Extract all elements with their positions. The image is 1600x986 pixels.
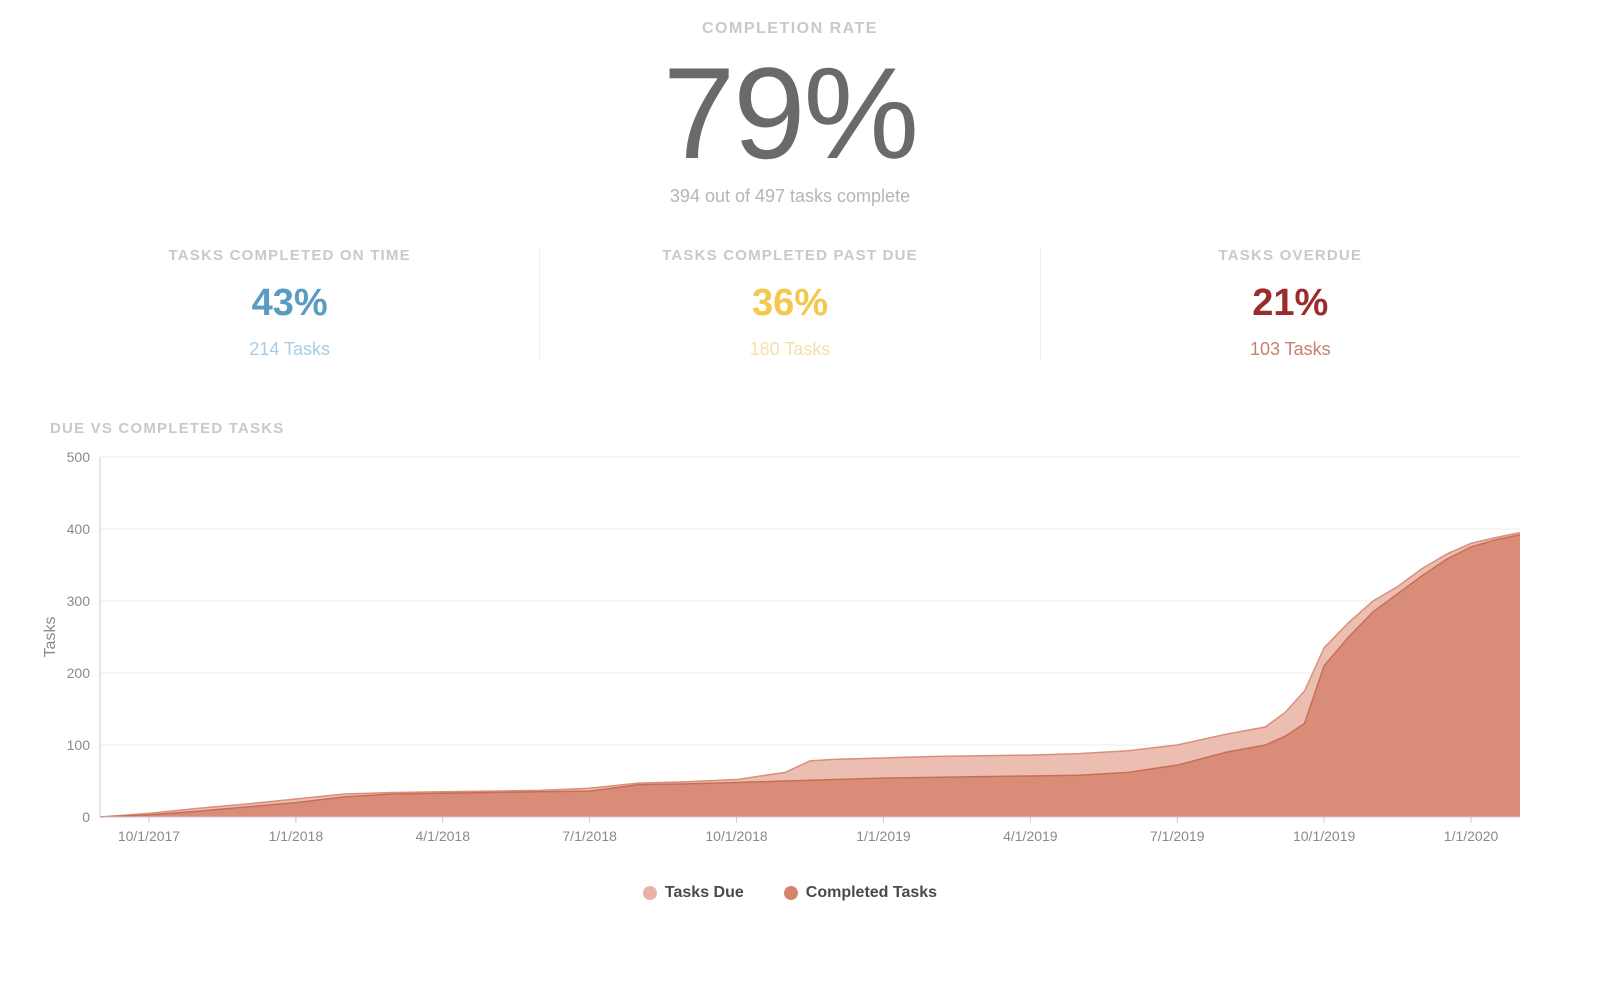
completion-rate-subtitle: 394 out of 497 tasks complete <box>40 186 1540 207</box>
stat-percent: 21% <box>1071 282 1510 325</box>
legend-item-completed: Completed Tasks <box>784 884 937 902</box>
svg-text:1/1/2019: 1/1/2019 <box>856 828 911 844</box>
svg-text:7/1/2018: 7/1/2018 <box>562 828 617 844</box>
legend-label: Tasks Due <box>665 884 744 902</box>
stat-percent: 36% <box>570 282 1009 325</box>
area-chart-svg: 0 100 200 300 400 500 Tasks 10/1/2017 1/1/2018 4/… <box>40 447 1540 867</box>
legend-label: Completed Tasks <box>806 884 937 902</box>
completion-rate-header: COMPLETION RATE 79% 394 out of 497 tasks… <box>40 20 1540 207</box>
svg-text:100: 100 <box>67 737 91 753</box>
stat-count: 103 Tasks <box>1071 339 1510 360</box>
svg-text:4/1/2018: 4/1/2018 <box>416 828 471 844</box>
stat-label: TASKS COMPLETED PAST DUE <box>570 247 1009 264</box>
svg-text:1/1/2020: 1/1/2020 <box>1444 828 1499 844</box>
chart-title: DUE VS COMPLETED TASKS <box>50 420 1540 437</box>
svg-text:500: 500 <box>67 449 91 465</box>
stat-count: 214 Tasks <box>70 339 509 360</box>
svg-text:0: 0 <box>82 809 90 825</box>
stat-count: 180 Tasks <box>570 339 1009 360</box>
svg-text:Tasks: Tasks <box>42 617 59 658</box>
stat-past-due: TASKS COMPLETED PAST DUE 36% 180 Tasks <box>540 247 1040 360</box>
due-vs-completed-chart: 0 100 200 300 400 500 Tasks 10/1/2017 1/1/2018 4/… <box>40 447 1540 872</box>
svg-text:10/1/2017: 10/1/2017 <box>118 828 180 844</box>
legend-swatch <box>784 886 798 900</box>
stat-label: TASKS COMPLETED ON TIME <box>70 247 509 264</box>
svg-text:1/1/2018: 1/1/2018 <box>269 828 324 844</box>
svg-text:7/1/2019: 7/1/2019 <box>1150 828 1205 844</box>
stat-on-time: TASKS COMPLETED ON TIME 43% 214 Tasks <box>40 247 540 360</box>
legend-item-due: Tasks Due <box>643 884 744 902</box>
stats-row: TASKS COMPLETED ON TIME 43% 214 Tasks TA… <box>40 247 1540 360</box>
stat-overdue: TASKS OVERDUE 21% 103 Tasks <box>1041 247 1540 360</box>
completion-rate-label: COMPLETION RATE <box>40 20 1540 38</box>
svg-text:200: 200 <box>67 665 91 681</box>
svg-text:4/1/2019: 4/1/2019 <box>1003 828 1058 844</box>
svg-text:10/1/2019: 10/1/2019 <box>1293 828 1355 844</box>
chart-legend: Tasks Due Completed Tasks <box>40 884 1540 902</box>
stat-percent: 43% <box>70 282 509 325</box>
svg-text:400: 400 <box>67 521 91 537</box>
svg-text:10/1/2018: 10/1/2018 <box>705 828 767 844</box>
svg-text:300: 300 <box>67 593 91 609</box>
stat-label: TASKS OVERDUE <box>1071 247 1510 264</box>
legend-swatch <box>643 886 657 900</box>
completion-rate-percent: 79% <box>40 48 1540 178</box>
